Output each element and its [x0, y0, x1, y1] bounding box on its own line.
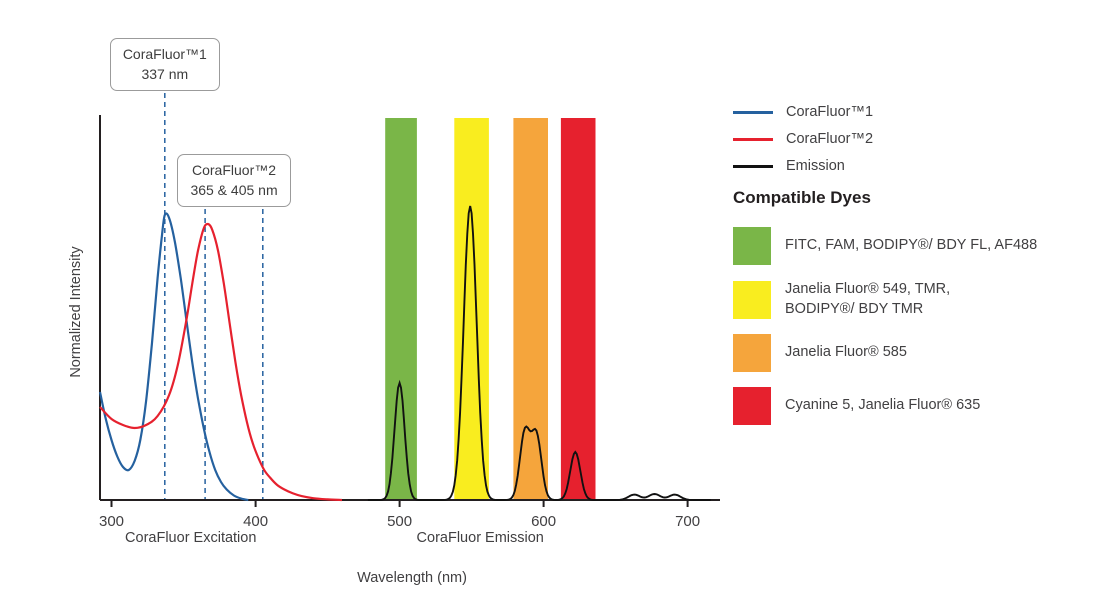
callout-corafluor2-value: 365 & 405 nm [190, 181, 278, 198]
excitation-curve-corafluor1 [98, 212, 249, 502]
legend-item-corafluor1: CoraFluor™1 [733, 104, 1098, 120]
dye-item-orange-label: Janelia Fluor® 585 [785, 344, 907, 361]
filter-band-yellow [454, 118, 489, 500]
x-tick-label: 500 [387, 513, 412, 530]
dye-item-green: FITC, FAM, BODIPY®/ BDY FL, AF488 [733, 227, 1098, 265]
callout-corafluor1-title: CoraFluor™1 [122, 46, 207, 62]
x-tick-label: 700 [675, 513, 700, 530]
yellow-dye-swatch [733, 280, 771, 319]
filter-band-green [385, 118, 417, 500]
legend: CoraFluor™1 CoraFluor™2 Emission Compati… [733, 104, 1098, 440]
callout-corafluor2-title: CoraFluor™2 [192, 162, 277, 178]
dye-item-yellow-label: Janelia Fluor® 549, TMR, BODIPY®/ BDY TM… [785, 281, 951, 317]
legend-item-corafluor2: CoraFluor™2 [733, 131, 1098, 147]
filter-band-red [560, 118, 596, 500]
spectra-chart-svg: 300 400 500 600 700 [98, 84, 720, 530]
excitation-region-label: CoraFluor Excitation [125, 530, 257, 546]
x-tick-label: 300 [99, 513, 124, 530]
legend-item-corafluor2-label: CoraFluor™2 [786, 131, 874, 147]
compatible-dyes-heading: Compatible Dyes [733, 188, 871, 207]
green-dye-swatch [733, 227, 771, 265]
legend-item-emission: Emission [733, 158, 1098, 174]
callout-corafluor2: CoraFluor™2 365 & 405 nm [177, 154, 291, 208]
dye-item-red: Cyanine 5, Janelia Fluor® 635 [733, 387, 1098, 426]
callout-corafluor1: CoraFluor™1 337 nm [109, 38, 220, 92]
filter-band-orange [513, 118, 548, 500]
emission-curve [367, 205, 711, 501]
corafluor2-line-swatch [733, 137, 773, 141]
emission-region-label: CoraFluor Emission [416, 530, 544, 546]
dye-item-orange: Janelia Fluor® 585 [733, 334, 1098, 373]
legend-item-corafluor1-label: CoraFluor™1 [786, 104, 874, 120]
corafluor1-line-swatch [733, 110, 773, 114]
orange-dye-swatch [733, 334, 771, 373]
excitation-curve-corafluor2 [99, 222, 343, 502]
red-dye-swatch [733, 387, 771, 426]
x-axis-label: Wavelength (nm) [357, 570, 467, 586]
emission-line-swatch [733, 164, 773, 168]
legend-item-emission-label: Emission [786, 158, 845, 174]
x-tick-label: 400 [243, 513, 268, 530]
y-axis-label: Normalized Intensity [68, 246, 84, 378]
callout-corafluor1-value: 337 nm [141, 65, 189, 82]
dye-item-red-label: Cyanine 5, Janelia Fluor® 635 [785, 397, 981, 414]
x-tick-label: 600 [531, 513, 556, 530]
dye-item-yellow: Janelia Fluor® 549, TMR, BODIPY®/ BDY TM… [733, 280, 1098, 319]
dye-item-green-label: FITC, FAM, BODIPY®/ BDY FL, AF488 [785, 237, 1038, 254]
